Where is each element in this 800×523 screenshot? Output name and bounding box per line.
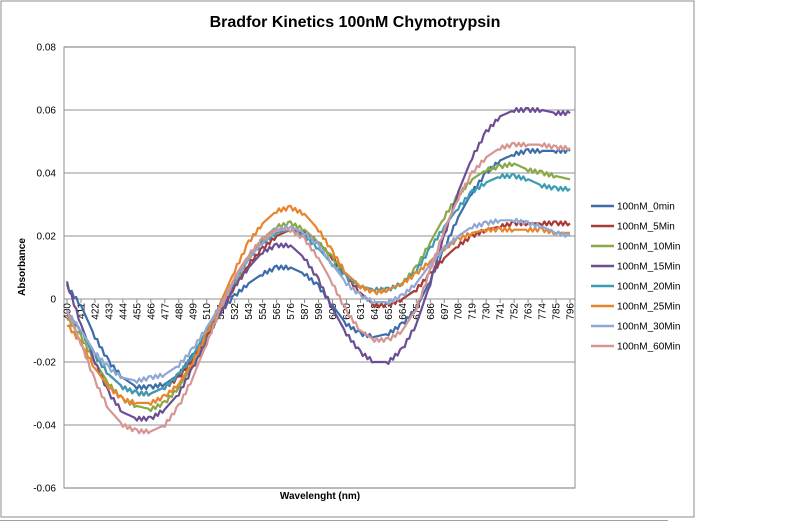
series-lines: [65, 106, 571, 435]
x-tick-label: 653: [384, 303, 395, 320]
x-tick-label: 796: [566, 303, 577, 320]
x-tick-label: 554: [258, 303, 269, 320]
x-tick-label: 411: [76, 303, 87, 319]
series-line-100nM_25Min[interactable]: [66, 204, 570, 406]
chart-title: Bradfor Kinetics 100nM Chymotrypsin: [210, 14, 501, 31]
x-tick-label: 631: [356, 303, 367, 320]
x-tick-label: 587: [300, 303, 311, 320]
x-tick-label: 433: [104, 303, 115, 320]
x-tick-label: 576: [286, 303, 297, 320]
x-tick-label: 477: [160, 303, 171, 320]
x-tick-label: 488: [174, 303, 185, 320]
x-tick-label: 730: [482, 303, 493, 320]
legend-label: 100nM_0min: [617, 202, 675, 213]
y-tick-label: -0.04: [33, 421, 56, 432]
x-tick-label: 686: [426, 303, 437, 320]
series-line-100nM_30Min[interactable]: [65, 217, 571, 384]
series-line-100nM_60Min[interactable]: [65, 141, 571, 435]
legend-label: 100nM_15Min: [617, 262, 680, 273]
legend: 100nM_0min 100nM_5Min 100nM_10Min 100nM_15M…: [591, 202, 680, 353]
x-tick-label: 664: [398, 303, 409, 320]
chart-area[interactable]: [0, 0, 695, 518]
x-tick-label: 532: [230, 303, 241, 320]
x-tick-label: 774: [538, 303, 549, 320]
x-tick-label: 455: [132, 303, 143, 320]
y-tick-label: 0.02: [37, 232, 57, 243]
x-tick-label: 741: [496, 303, 507, 320]
x-tick-label: 763: [524, 303, 535, 320]
adjacent-chart-border: [0, 520, 668, 523]
x-tick-label: 785: [552, 303, 563, 320]
legend-label: 100nM_60Min: [617, 342, 680, 353]
series-line-100nM_15Min[interactable]: [65, 106, 571, 422]
x-tick-label: 565: [272, 303, 283, 320]
plot-area: [63, 46, 576, 489]
legend-label: 100nM_30Min: [617, 322, 680, 333]
x-tick-label: 466: [146, 303, 157, 320]
y-axis-title: Absorbance: [17, 238, 28, 296]
y-tick-label: -0.02: [33, 358, 56, 369]
x-tick-label: 719: [468, 303, 479, 320]
y-tick-label: 0: [50, 295, 56, 306]
x-tick-label: 752: [510, 303, 521, 320]
x-axis-title: Wavelenght (nm): [280, 491, 360, 502]
x-tick-label: 642: [370, 303, 381, 320]
legend-label: 100nM_20Min: [617, 282, 680, 293]
x-tick-label: 598: [314, 303, 325, 320]
x-tick-label: 422: [90, 303, 101, 320]
x-tick-label: 543: [244, 303, 255, 320]
y-tick-label: 0.04: [37, 169, 57, 180]
legend-label: 100nM_5Min: [617, 222, 675, 233]
y-axis: 0.08 0.06 0.04 0.02 0 -0.02 -0.04 -0.06: [33, 43, 56, 495]
y-tick-label: 0.08: [37, 43, 57, 54]
legend-label: 100nM_10Min: [617, 242, 680, 253]
legend-label: 100nM_25Min: [617, 302, 680, 313]
x-tick-label: 499: [188, 303, 199, 320]
series-line-100nM_20Min[interactable]: [66, 173, 571, 397]
x-tick-label: 675: [412, 303, 423, 320]
x-tick-label: 510: [202, 303, 213, 320]
x-tick-label: 708: [454, 303, 465, 320]
x-tick-label: 444: [118, 303, 129, 320]
y-tick-label: -0.06: [33, 484, 56, 495]
x-tick-label: 697: [440, 303, 451, 320]
y-tick-label: 0.06: [37, 106, 57, 117]
